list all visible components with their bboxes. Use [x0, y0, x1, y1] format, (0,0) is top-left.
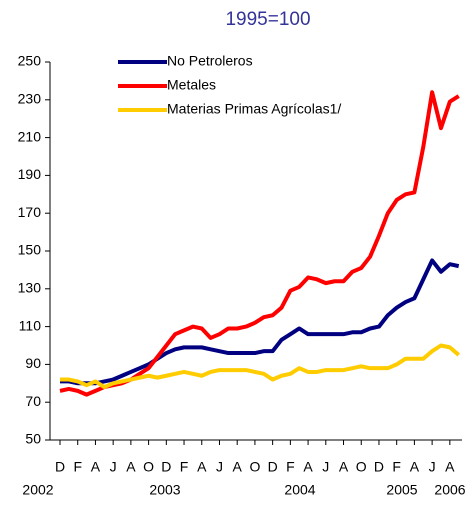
y-tick-label: 50 [25, 431, 41, 447]
y-tick-label: 90 [25, 355, 41, 371]
legend-label: No Petroleros [167, 53, 253, 69]
y-tick-label: 250 [18, 53, 42, 69]
x-tick-label: D [55, 459, 65, 475]
year-label: 2004 [284, 482, 315, 498]
x-tick-label: O [143, 459, 154, 475]
x-tick-label: F [286, 459, 295, 475]
chart-title: 1995=100 [225, 9, 310, 30]
x-tick-label: A [91, 459, 101, 475]
year-label: 2002 [22, 482, 53, 498]
x-tick-label: F [180, 459, 189, 475]
x-tick-label: A [445, 459, 455, 475]
x-tick-label: O [249, 459, 260, 475]
year-label: 2005 [386, 482, 417, 498]
x-tick-label: O [356, 459, 367, 475]
x-tick-label: F [73, 459, 82, 475]
x-tick-label: D [161, 459, 171, 475]
x-tick-label: A [126, 459, 136, 475]
series-line [60, 343, 460, 390]
x-tick-label: J [429, 459, 436, 475]
y-tick-label: 70 [25, 393, 41, 409]
legend-label: Materias Primas Agrícolas1/ [167, 101, 341, 117]
y-tick-label: 230 [18, 91, 42, 107]
x-tick-label: D [268, 459, 278, 475]
x-tick-label: A [410, 459, 420, 475]
x-tick-label: A [303, 459, 313, 475]
y-tick-label: 110 [19, 317, 42, 333]
series-line [59, 90, 460, 397]
x-tick-label: A [233, 459, 243, 475]
y-tick-label: 190 [18, 166, 42, 182]
x-tick-label: J [110, 459, 117, 475]
x-tick-label: A [339, 459, 349, 475]
series-line [60, 258, 460, 386]
x-tick-label: A [197, 459, 207, 475]
y-tick-label: 170 [18, 204, 42, 220]
x-tick-label: J [216, 459, 223, 475]
year-label: 2003 [149, 482, 180, 498]
x-tick-label: D [374, 459, 384, 475]
y-tick-label: 150 [18, 242, 42, 258]
x-tick-label: F [392, 459, 401, 475]
y-tick-label: 130 [18, 280, 42, 296]
x-tick-label: J [322, 459, 329, 475]
legend-label: Metales [167, 77, 216, 93]
year-label: 2006 [434, 482, 465, 498]
y-tick-label: 210 [18, 128, 42, 144]
